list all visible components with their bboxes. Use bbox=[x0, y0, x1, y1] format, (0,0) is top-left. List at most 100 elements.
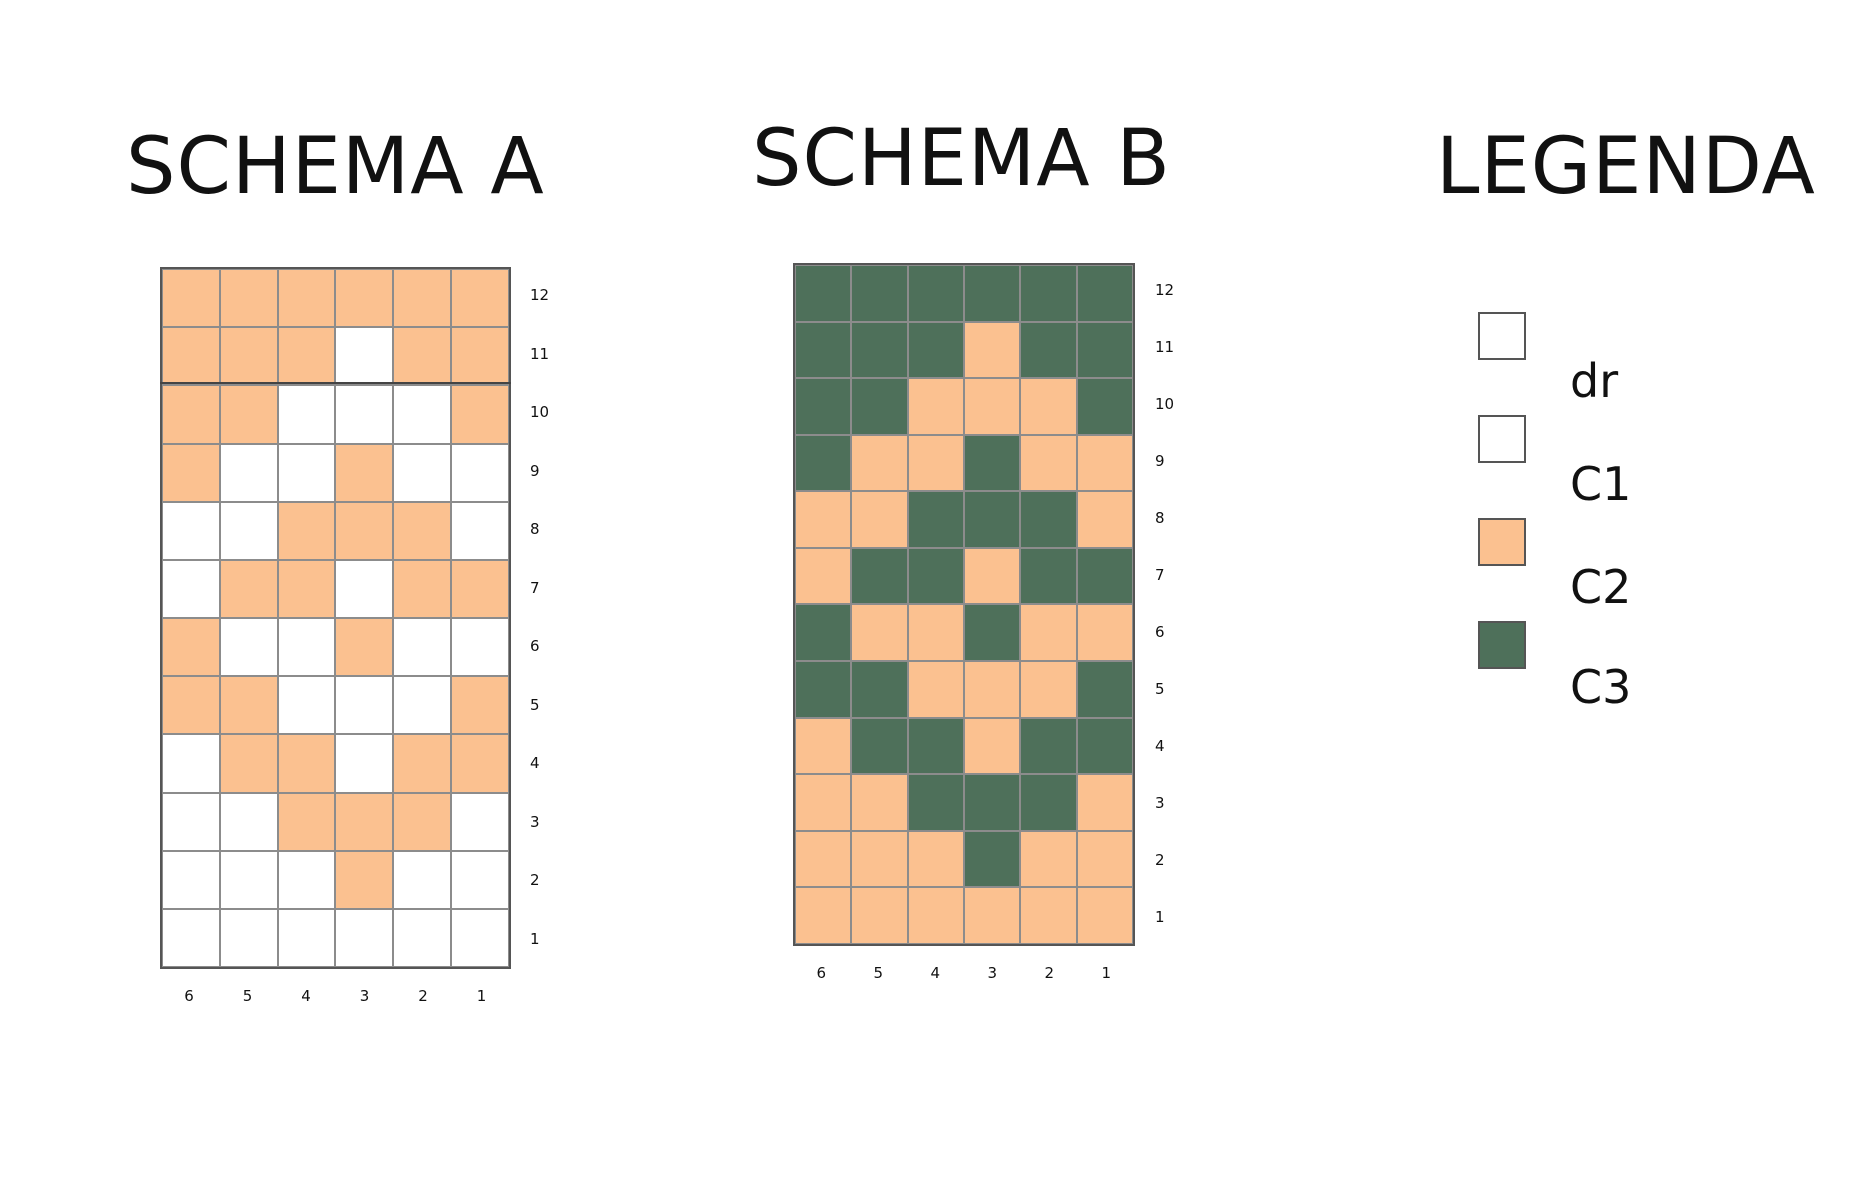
chart-cell bbox=[795, 887, 852, 944]
chart-cell bbox=[162, 443, 220, 502]
schema-a-divider bbox=[160, 382, 511, 384]
chart-cell bbox=[1020, 604, 1077, 662]
chart-cell bbox=[1076, 547, 1133, 605]
chart-cell bbox=[1020, 265, 1077, 322]
row-label: 9 bbox=[530, 461, 540, 480]
chart-cell bbox=[277, 269, 336, 328]
chart-cell bbox=[851, 547, 908, 605]
chart-cell bbox=[451, 792, 509, 851]
col-label: 4 bbox=[930, 964, 941, 982]
chart-cell bbox=[393, 850, 452, 909]
col-label: 1 bbox=[1101, 964, 1112, 982]
chart-cell bbox=[907, 661, 964, 718]
chart-cell bbox=[393, 501, 452, 560]
chart-cell bbox=[335, 850, 394, 909]
chart-cell bbox=[335, 734, 394, 793]
chart-cell bbox=[335, 269, 394, 328]
chart-cell bbox=[162, 734, 220, 793]
chart-cell bbox=[277, 501, 336, 560]
chart-cell bbox=[851, 321, 908, 379]
chart-cell bbox=[907, 547, 964, 605]
chart-cell bbox=[335, 327, 394, 386]
chart-cell bbox=[963, 378, 1021, 435]
chart-cell bbox=[851, 434, 908, 492]
row-label: 9 bbox=[1155, 452, 1165, 471]
row-label: 11 bbox=[1155, 338, 1175, 357]
chart-cell bbox=[162, 908, 220, 967]
row-label: 5 bbox=[1155, 679, 1165, 698]
chart-cell bbox=[907, 830, 964, 888]
chart-cell bbox=[1020, 434, 1077, 492]
chart-cell bbox=[277, 850, 336, 909]
chart-cell bbox=[1076, 661, 1133, 718]
chart-cell bbox=[851, 378, 908, 435]
chart-cell bbox=[1076, 774, 1133, 831]
row-label: 7 bbox=[530, 578, 540, 597]
col-label: 4 bbox=[301, 987, 311, 1005]
chart-cell bbox=[1076, 321, 1133, 379]
row-label: 3 bbox=[530, 812, 540, 831]
row-label: 8 bbox=[530, 520, 540, 539]
chart-cell bbox=[907, 265, 964, 322]
row-label: 7 bbox=[1155, 566, 1165, 585]
chart-cell bbox=[1020, 547, 1077, 605]
chart-cell bbox=[393, 734, 452, 793]
chart-cell bbox=[795, 774, 852, 831]
chart-cell bbox=[219, 908, 278, 967]
chart-cell bbox=[963, 604, 1021, 662]
chart-cell bbox=[451, 443, 509, 502]
chart-cell bbox=[795, 378, 852, 435]
row-label: 10 bbox=[1155, 395, 1175, 414]
row-label: 2 bbox=[530, 871, 540, 890]
chart-cell bbox=[795, 265, 852, 322]
chart-cell bbox=[335, 618, 394, 677]
chart-cell bbox=[277, 908, 336, 967]
chart-cell bbox=[1076, 830, 1133, 888]
legend-label-c3: C3 bbox=[1570, 660, 1632, 714]
chart-cell bbox=[162, 269, 220, 328]
row-label: 2 bbox=[1155, 850, 1165, 869]
chart-cell bbox=[335, 792, 394, 851]
chart-cell bbox=[162, 676, 220, 735]
schema-a-grid bbox=[160, 267, 511, 969]
chart-cell bbox=[162, 618, 220, 677]
chart-cell bbox=[1020, 717, 1077, 775]
chart-cell bbox=[1020, 774, 1077, 831]
row-label: 4 bbox=[1155, 736, 1165, 755]
col-label: 3 bbox=[359, 987, 370, 1005]
chart-cell bbox=[393, 327, 452, 386]
chart-cell bbox=[277, 618, 336, 677]
chart-cell bbox=[907, 774, 964, 831]
legend-title: LEGENDA bbox=[1436, 122, 1816, 212]
chart-cell bbox=[277, 676, 336, 735]
chart-cell bbox=[335, 559, 394, 618]
chart-cell bbox=[907, 378, 964, 435]
chart-cell bbox=[451, 676, 509, 735]
row-label: 8 bbox=[1155, 509, 1165, 528]
row-label: 12 bbox=[530, 286, 550, 305]
chart-cell bbox=[277, 443, 336, 502]
chart-cell bbox=[907, 717, 964, 775]
schema-b-grid bbox=[793, 263, 1135, 946]
chart-cell bbox=[907, 434, 964, 492]
col-label: 2 bbox=[1044, 964, 1055, 982]
chart-cell bbox=[795, 547, 852, 605]
chart-cell bbox=[851, 265, 908, 322]
chart-cell bbox=[219, 559, 278, 618]
chart-cell bbox=[963, 661, 1021, 718]
chart-cell bbox=[963, 434, 1021, 492]
chart-cell bbox=[335, 385, 394, 444]
row-label: 6 bbox=[530, 637, 540, 656]
chart-cell bbox=[451, 850, 509, 909]
chart-cell bbox=[335, 443, 394, 502]
row-label: 10 bbox=[530, 403, 550, 422]
col-label: 5 bbox=[242, 987, 253, 1005]
legend-swatch-c1 bbox=[1478, 415, 1526, 463]
chart-cell bbox=[162, 850, 220, 909]
legend-swatch-dr bbox=[1478, 312, 1526, 360]
chart-cell bbox=[451, 908, 509, 967]
chart-cell bbox=[162, 559, 220, 618]
chart-cell bbox=[1020, 378, 1077, 435]
chart-cell bbox=[219, 792, 278, 851]
chart-cell bbox=[451, 618, 509, 677]
